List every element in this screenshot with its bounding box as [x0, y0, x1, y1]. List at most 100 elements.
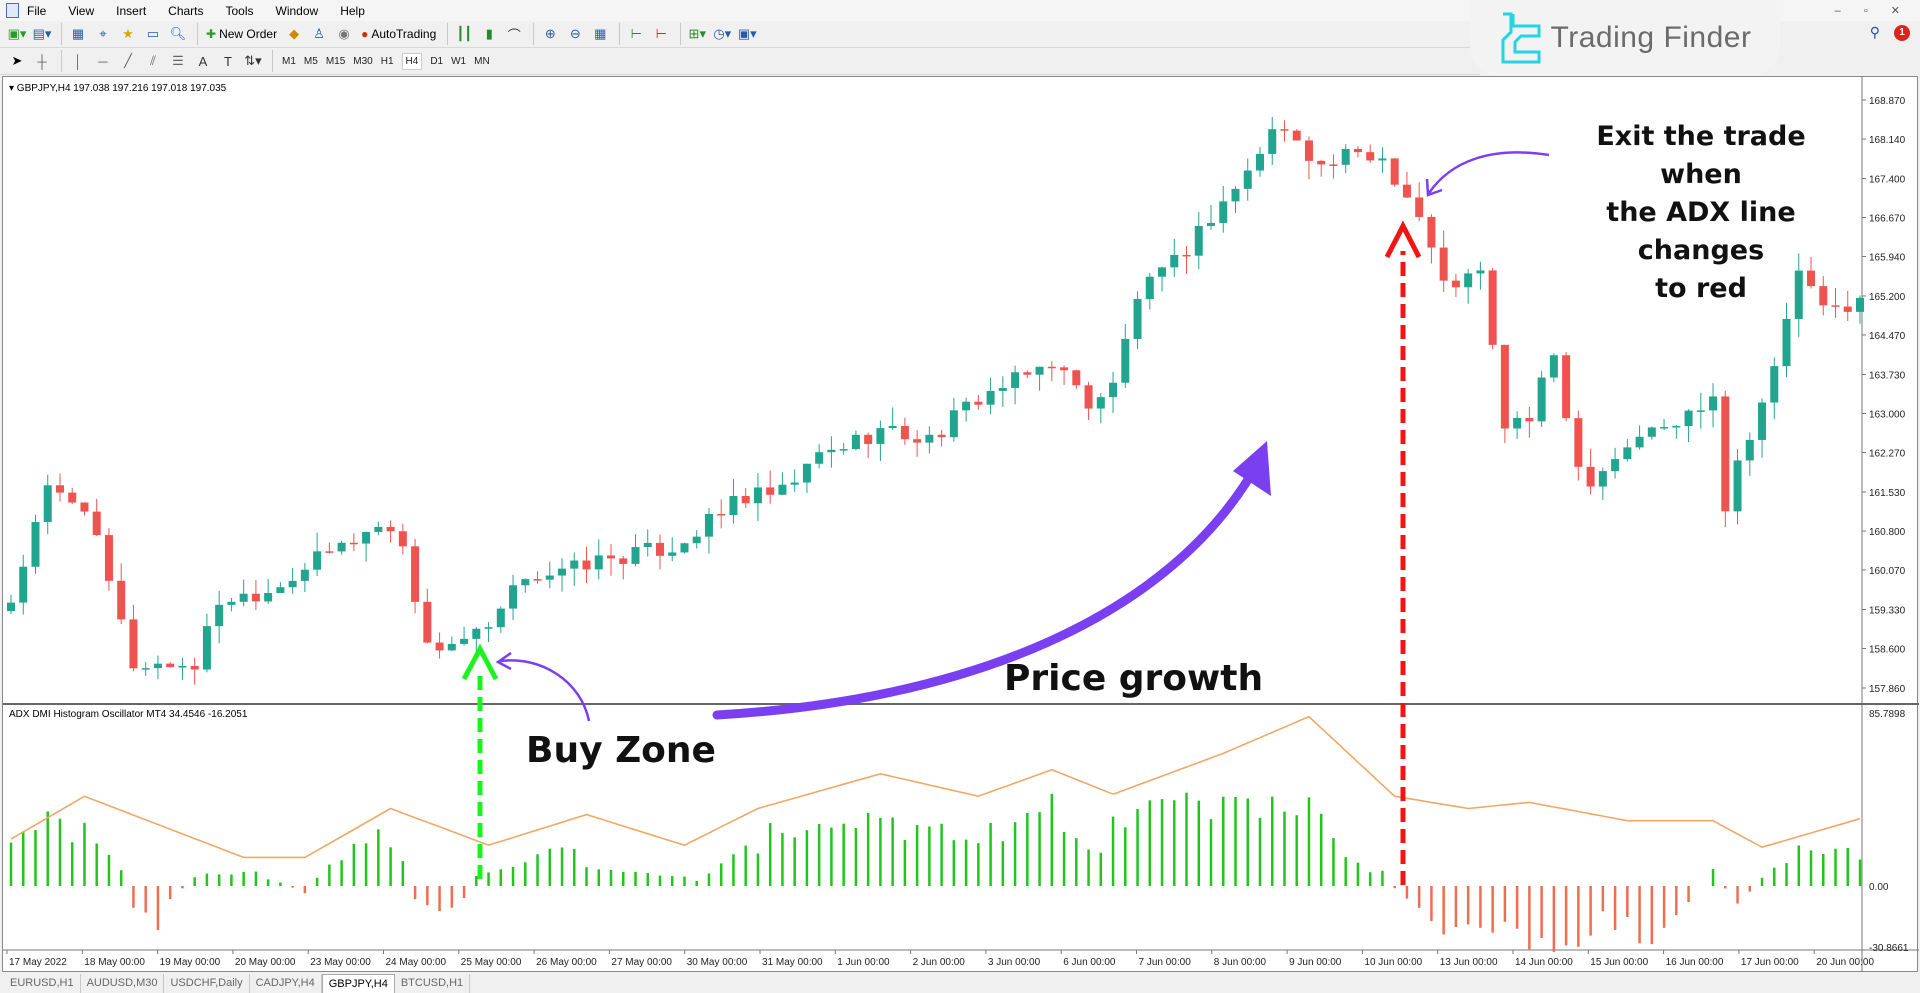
candle	[1182, 246, 1191, 274]
candle-body	[1770, 366, 1779, 403]
time-label: 7 Jun 00:00	[1139, 957, 1192, 968]
candle-body	[435, 642, 444, 651]
tile-windows-icon[interactable]: ▦	[594, 26, 607, 41]
autoscroll-icon[interactable]: ⊢	[655, 26, 667, 41]
strategy-tester-icon[interactable]: 🔍︎	[169, 26, 187, 41]
menu-insert[interactable]: Insert	[116, 3, 147, 18]
candle-body	[1145, 276, 1154, 300]
metaeditor-icon[interactable]: ◆	[289, 26, 300, 41]
navigator-icon[interactable]: ★	[122, 26, 134, 41]
search-icon[interactable]: ⚲	[1869, 24, 1880, 40]
candlestick-icon[interactable]: ▮	[485, 26, 493, 41]
candle-body	[790, 482, 799, 485]
new-chart-icon[interactable]: ▣▾	[7, 26, 27, 41]
candle-body	[986, 390, 995, 405]
time-label: 23 May 00:00	[310, 957, 371, 968]
fibonacci-icon[interactable]: ☰	[172, 53, 184, 68]
tab-gbpjpy-h4[interactable]: GBPJPY,H4	[321, 974, 395, 993]
exit-arrowhead-icon	[1384, 220, 1422, 259]
divider	[61, 50, 62, 72]
menu-charts[interactable]: Charts	[168, 3, 204, 18]
text-label-icon[interactable]: T	[224, 53, 232, 69]
timeframe-h1[interactable]: H1	[380, 55, 394, 67]
candle-body	[619, 558, 628, 564]
market-icon[interactable]: ◉	[338, 26, 350, 41]
candle	[545, 561, 554, 589]
terminal-icon[interactable]: ▭	[146, 26, 160, 41]
candle-body	[900, 425, 909, 440]
candle-body	[729, 496, 738, 515]
candle-body	[1439, 247, 1448, 281]
timeframe-m30[interactable]: M30	[353, 55, 373, 67]
menu-window[interactable]: Window	[275, 3, 319, 18]
line-chart-icon[interactable]: ⌒	[507, 27, 521, 43]
autotrading-button[interactable]: ● AutoTrading	[358, 23, 439, 45]
timeframe-m15[interactable]: M15	[325, 55, 346, 67]
horizontal-line-icon[interactable]: ─	[98, 53, 108, 69]
candle-body	[925, 434, 934, 443]
candle	[1733, 449, 1742, 525]
periods-icon[interactable]: ◷▾	[713, 26, 732, 41]
candle	[925, 426, 934, 454]
drawing-toolbar: ➤ ┼ │ ─ ╱ ⫽ ☰ A T ⇅▾ M1 M5 M15 M30 H1 H4…	[0, 48, 1480, 75]
candle	[1709, 383, 1718, 428]
candle	[55, 473, 64, 502]
timeframe-m5[interactable]: M5	[303, 55, 318, 67]
bar-chart-icon[interactable]: ┃┃	[456, 26, 473, 41]
timeframe-w1[interactable]: W1	[451, 55, 467, 67]
menu-file[interactable]: File	[27, 3, 47, 18]
timeframe-mn[interactable]: MN	[474, 55, 490, 67]
menu-view[interactable]: View	[68, 3, 95, 18]
zoom-in-icon[interactable]: ⊕	[544, 26, 556, 41]
candle	[1439, 230, 1448, 292]
vertical-line-icon[interactable]: │	[73, 53, 83, 69]
data-window-icon[interactable]: ⌖	[99, 26, 107, 41]
new-order-button[interactable]: ✚ New Order	[203, 23, 280, 45]
profiles-icon[interactable]: ▤▾	[32, 26, 52, 41]
candle-body	[190, 666, 199, 670]
chart-window[interactable]: ▾ GBPJPY,H4 197.038 197.216 197.018 197.…	[2, 76, 1919, 973]
tab-cadjpy-h4[interactable]: CADJPY,H4	[250, 974, 322, 993]
notification-badge[interactable]: 1	[1894, 24, 1910, 41]
candle	[1672, 425, 1681, 439]
candle	[864, 432, 873, 458]
timeframe-m1[interactable]: M1	[282, 55, 296, 67]
menu-tools[interactable]: Tools	[225, 3, 254, 18]
channel-icon[interactable]: ⫽	[150, 53, 156, 68]
candle-body	[570, 560, 579, 569]
chart-shift-icon[interactable]: ⊢	[630, 26, 642, 41]
candle	[827, 436, 836, 468]
market-watch-icon[interactable]: ▦	[71, 26, 85, 41]
templates-icon[interactable]: ▣▾	[737, 26, 757, 41]
candle-body	[215, 604, 224, 627]
candle-body	[704, 513, 713, 537]
window-controls[interactable]: ‒ ▫ ✕	[1834, 5, 1910, 17]
signals-icon[interactable]: ♙	[313, 26, 325, 41]
cursor-icon[interactable]: ➤	[11, 53, 23, 68]
zoom-out-icon[interactable]: ⊖	[569, 26, 581, 41]
candle	[423, 588, 432, 644]
indicators-icon[interactable]: ⊞▾	[688, 26, 706, 41]
tab-usdchf-daily[interactable]: USDCHF,Daily	[164, 974, 250, 993]
price-label: 160.070	[1869, 566, 1906, 577]
candle	[741, 488, 750, 509]
text-icon[interactable]: A	[198, 53, 208, 69]
menu-help[interactable]: Help	[340, 3, 365, 18]
chart-canvas[interactable]: ▾ GBPJPY,H4 197.038 197.216 197.018 197.…	[3, 77, 1919, 973]
arrows-icon[interactable]: ⇅▾	[244, 53, 262, 68]
timeframe-d1[interactable]: D1	[430, 55, 444, 67]
candle-body	[166, 663, 175, 668]
crosshair-icon[interactable]: ┼	[37, 53, 47, 69]
indicator-axis-label: -30.8661	[1869, 943, 1909, 954]
candle	[202, 613, 211, 673]
candle	[815, 444, 824, 469]
tab-audusd-m30[interactable]: AUDUSD,M30	[81, 974, 165, 993]
candle-body	[1733, 460, 1742, 512]
tab-eurusd-h1[interactable]: EURUSD,H1	[4, 974, 81, 993]
trendline-icon[interactable]: ╱	[124, 53, 132, 68]
candle-body	[1121, 338, 1130, 383]
tab-btcusd-h1[interactable]: BTCUSD,H1	[395, 974, 471, 993]
timeframe-h4[interactable]: H4	[401, 52, 423, 70]
candle	[753, 473, 762, 522]
candle	[1084, 381, 1093, 420]
